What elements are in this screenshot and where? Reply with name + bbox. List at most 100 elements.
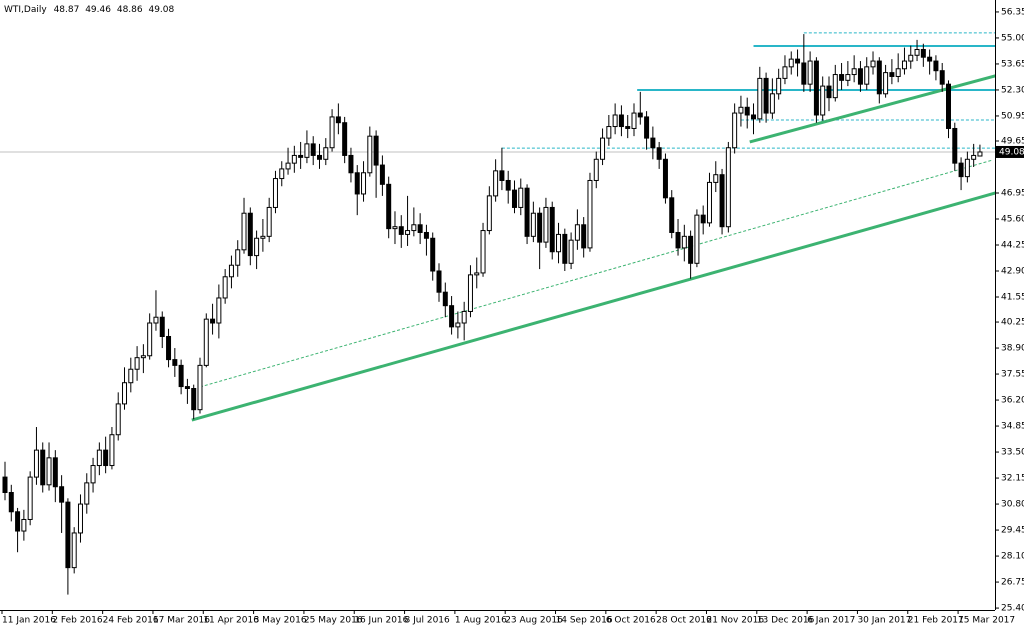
y-tick-label: 46.95 [1001,188,1024,198]
candle-body [77,503,83,534]
candle-body [348,154,354,174]
price-box [996,145,1024,158]
candle-body [914,49,920,56]
candle-body [864,66,870,85]
candle-body [568,239,574,264]
header-open: 48.87 [54,5,80,15]
candle-body [530,212,536,237]
candle-body [436,270,442,293]
candle-body [889,72,895,77]
candle-body [21,518,27,532]
candle-body [291,154,297,164]
candle-body [562,233,568,264]
candle-body [656,147,662,160]
candle-body [543,206,549,243]
candle-body [405,230,411,235]
candle-body [524,187,530,237]
candle-body [625,126,631,129]
x-tick-label: 21 Feb 2017 [908,616,964,626]
candle-body [329,116,335,149]
candle-body [241,212,247,251]
candle-body [367,135,373,174]
candle-body [757,77,763,120]
candle-body [392,226,398,230]
candle-body [977,151,983,157]
candle-body [103,449,109,467]
candle-body [423,231,429,239]
candle-body [537,212,543,243]
candle-body [386,183,392,230]
candle-body [971,154,977,160]
candle-body [662,158,668,199]
candle-body [505,179,511,191]
x-tick-label: 28 Oct 2016 [656,616,712,626]
candle-body [782,66,788,79]
y-tick-label: 53.65 [1001,59,1024,69]
candle-body [8,492,14,513]
y-tick-label: 36.20 [1001,396,1024,406]
candle-body [933,60,939,72]
candle-body [210,318,216,324]
x-tick-label: 17 Mar 2016 [153,616,210,626]
candle-body [304,143,310,158]
candle-body [952,127,958,164]
y-tick-label: 28.10 [1001,552,1024,562]
candle-body [197,364,203,411]
candle-body [593,158,599,181]
header-close: 49.08 [148,5,174,15]
candle-body [486,195,492,232]
candle-body [166,335,172,361]
candle-body [71,532,77,569]
candle-body [65,501,71,569]
y-tick-label: 30.80 [1001,500,1024,510]
candle-body [587,179,593,249]
candle-body [266,206,272,237]
x-tick-label: 2 Feb 2016 [52,616,103,626]
candle-body [203,318,209,366]
x-tick-label: 11 Jan 2016 [2,616,56,626]
candle-body [373,135,379,166]
x-tick-label: 14 Sep 2016 [556,616,613,626]
candle-body [140,355,146,359]
candle-body [40,449,46,486]
x-tick-label: 15 Mar 2017 [958,616,1015,626]
candle-body [115,403,121,436]
x-tick-label: 13 Dec 2016 [757,616,815,626]
candle-body [222,276,228,299]
y-tick-label: 52.30 [1001,85,1024,95]
candle-body [134,357,140,370]
candle-body [581,224,587,249]
candle-body [191,387,197,411]
candle-body [788,58,794,68]
candle-body [857,68,863,85]
candle-body [851,68,857,76]
x-tick-label: 24 Feb 2016 [103,616,159,626]
y-tick-label: 42.90 [1001,267,1024,277]
x-tick-label: 6 Oct 2016 [606,616,656,626]
candle-body [946,83,951,129]
candle-body [511,189,517,208]
candle-body [901,60,907,70]
candle-body [178,364,184,388]
candle-body [272,178,278,208]
candle-body [574,224,580,241]
candle-body [467,274,473,312]
candle-body [713,174,719,183]
x-tick-label: 11 Apr 2016 [203,616,259,626]
candle-body [964,158,970,178]
candle-body [644,116,650,139]
candle-body [883,72,889,95]
y-tick-label: 40.25 [1001,318,1024,328]
candle-body [700,214,706,224]
header-low: 48.86 [117,5,143,15]
y-tick-label: 38.90 [1001,344,1024,354]
candle-body [310,143,316,156]
candle-body [795,58,801,64]
candle-body [430,237,436,272]
y-tick-label: 45.60 [1001,214,1024,224]
y-tick-label: 26.75 [1001,578,1024,588]
candle-body [820,85,826,116]
candle-body [398,226,404,235]
